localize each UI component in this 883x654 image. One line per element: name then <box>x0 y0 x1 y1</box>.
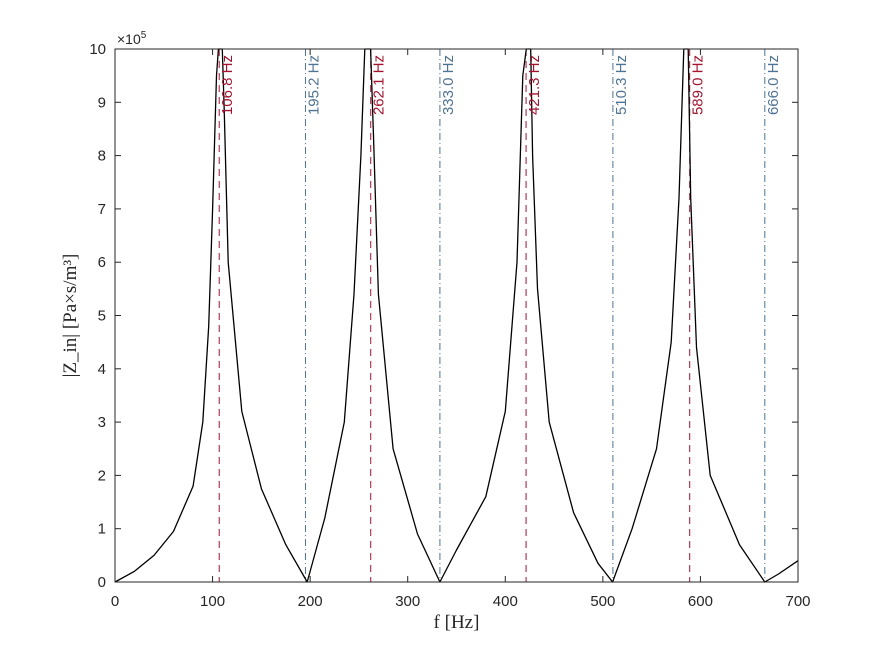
y-tick-label: 0 <box>98 574 106 591</box>
plot-area <box>115 49 798 582</box>
x-tick-label: 100 <box>200 593 225 610</box>
antiresonance-marker-label: 333.0 Hz <box>440 55 457 115</box>
antiresonance-marker-label: 195.2 Hz <box>305 55 322 115</box>
x-tick-label: 200 <box>298 593 323 610</box>
y-tick-label: 10 <box>89 41 106 58</box>
antiresonance-marker-label: 666.0 Hz <box>765 55 782 115</box>
x-tick-label: 300 <box>395 593 420 610</box>
y-axis-exponent-base: ×10 <box>117 31 141 47</box>
x-tick-label: 500 <box>590 593 615 610</box>
marker-lines <box>218 49 766 582</box>
y-tick-label: 4 <box>98 361 106 378</box>
y-tick-label: 6 <box>98 254 106 271</box>
resonance-marker-label: 106.8 Hz <box>219 55 236 115</box>
y-axis-exponent-power: 5 <box>141 30 147 41</box>
antiresonance-marker-label: 510.3 Hz <box>613 55 630 115</box>
marker-labels: 106.8 Hz 262.1 Hz 421.3 Hz 589.0 Hz 195.2 Hz… <box>219 55 782 115</box>
x-axis-ticks: 0 100 200 300 400 500 600 700 <box>111 49 811 610</box>
y-tick-label: 9 <box>98 94 106 111</box>
y-tick-label: 7 <box>98 201 106 218</box>
x-tick-label: 0 <box>111 593 119 610</box>
y-tick-label: 5 <box>98 308 106 325</box>
x-tick-label: 400 <box>493 593 518 610</box>
x-axis-label: f [Hz] <box>434 612 480 633</box>
y-axis-exponent: ×105 <box>117 30 147 47</box>
y-axis-label: |Z_in| [Pa×s/m³] <box>60 254 81 378</box>
y-tick-label: 3 <box>98 414 106 431</box>
x-tick-label: 600 <box>688 593 713 610</box>
resonance-marker-label: 589.0 Hz <box>690 55 707 115</box>
x-tick-label: 700 <box>785 593 810 610</box>
resonance-marker-label: 262.1 Hz <box>371 55 388 115</box>
resonance-marker-label: 421.3 Hz <box>526 55 543 115</box>
y-tick-label: 1 <box>98 521 106 538</box>
y-tick-label: 2 <box>98 467 106 484</box>
y-axis-ticks: 0 1 2 3 4 5 6 7 8 9 10 <box>89 41 798 591</box>
y-tick-label: 8 <box>98 148 106 165</box>
